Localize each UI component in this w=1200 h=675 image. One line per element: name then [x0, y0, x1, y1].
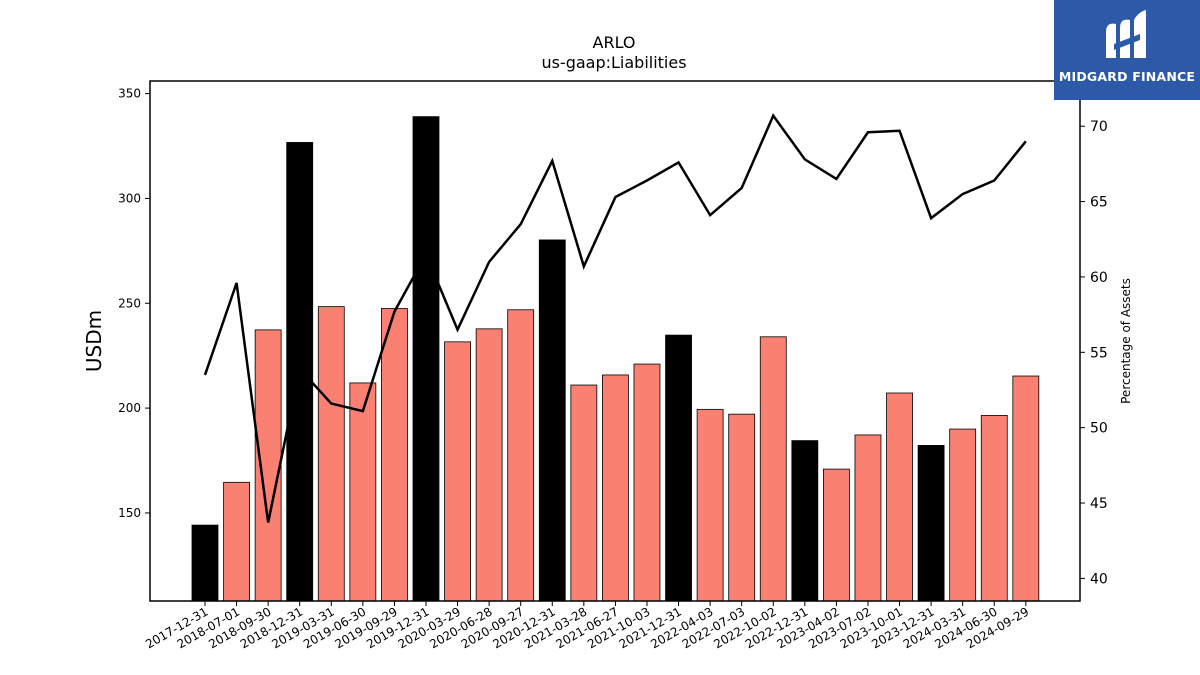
y2-tick-label: 40: [1090, 571, 1108, 587]
y2-tick-label: 60: [1090, 270, 1108, 286]
bar-2019-03-31: [317, 306, 345, 602]
bar-2023-12-31: [917, 445, 945, 602]
y-tick-label: 350: [118, 87, 141, 101]
y-tick-label: 200: [118, 401, 141, 415]
bar-2021-03-28: [570, 384, 598, 602]
bar-2023-10-01: [886, 392, 913, 602]
bar-2023-07-02: [854, 434, 882, 602]
y2-tick-label: 50: [1090, 421, 1108, 437]
brand-logo: MIDGARD FINANCE: [1054, 0, 1200, 100]
bar-2019-12-31: [412, 116, 440, 602]
y-tick-label: 250: [118, 296, 141, 310]
bar-series: [191, 116, 1040, 602]
bar-2019-06-30: [349, 382, 377, 602]
bar-2020-06-28: [475, 328, 503, 602]
bar-2020-12-31: [538, 239, 566, 602]
logo-name: MIDGARD FINANCE: [1058, 69, 1196, 84]
bar-2022-07-03: [728, 413, 756, 602]
bar-2022-10-02: [759, 336, 787, 602]
bar-2022-12-31: [791, 440, 819, 602]
bar-2021-10-03: [633, 363, 661, 602]
y2-tick-label: 45: [1090, 496, 1108, 512]
chart-title: ARLO: [593, 33, 636, 52]
bar-2018-07-01: [223, 481, 250, 602]
percentage-line-series: [203, 113, 1027, 523]
bar-2023-04-02: [823, 468, 850, 602]
bar-2021-06-27: [602, 374, 629, 602]
y-axis-label: USDm: [82, 310, 106, 372]
bar-2024-03-31: [949, 428, 977, 602]
bar-2020-03-29: [444, 341, 471, 602]
percentage-line: [203, 113, 1027, 523]
bar-2020-09-27: [507, 309, 535, 602]
bar-2024-06-30: [980, 415, 1008, 602]
y-tick-label: 150: [118, 506, 141, 520]
y2-tick-label: 70: [1090, 119, 1108, 135]
x-axis-ticks: 2017-12-312018-07-012018-09-302018-12-31…: [143, 601, 1031, 651]
logo-mark-icon: [1106, 10, 1146, 58]
bar-2021-12-31: [665, 334, 692, 602]
y2-tick-label: 55: [1090, 345, 1108, 361]
bar-2019-09-29: [381, 308, 408, 602]
y2-axis-label: Percentage of Assets: [1119, 278, 1133, 404]
bar-2018-09-30: [254, 329, 282, 602]
bar-2024-09-29: [1012, 375, 1040, 602]
left-axis-ticks: 150 200 250 300 350: [118, 87, 150, 520]
chart-subtitle: us-gaap:Liabilities: [541, 53, 686, 72]
right-axis-ticks: 40 45 50 55 60 65 70: [1080, 119, 1108, 587]
bar-2022-04-03: [696, 408, 724, 602]
bar-2017-12-31: [191, 524, 219, 602]
y2-tick-label: 65: [1090, 195, 1108, 211]
y-tick-label: 300: [118, 191, 141, 205]
